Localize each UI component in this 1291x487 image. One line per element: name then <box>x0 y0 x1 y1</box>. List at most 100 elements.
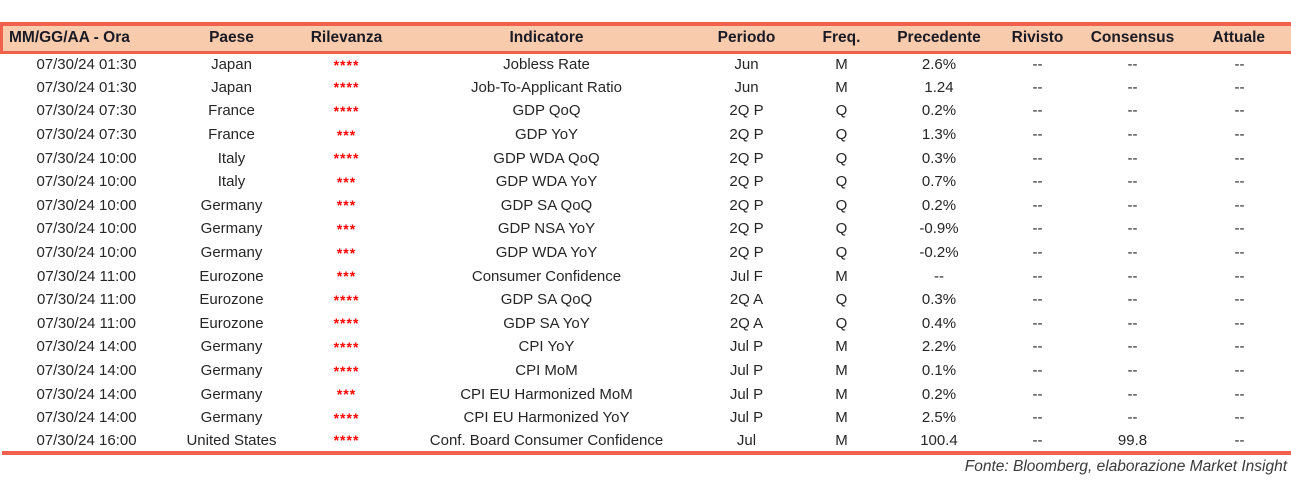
table-cell: -- <box>1127 385 1138 403</box>
table-cell: Germany <box>200 244 263 262</box>
table-cell: -- <box>1127 126 1138 144</box>
relevance-stars: *** <box>336 268 357 285</box>
relevance-stars: **** <box>333 362 360 379</box>
table-cell: -- <box>1032 291 1043 309</box>
column-header: Paese <box>171 22 292 54</box>
table-row: 07/30/24 14:00 Germany *** CPI EU Harmonize… <box>2 382 1291 406</box>
table-cell: -- <box>1234 409 1245 427</box>
column-header: Attuale <box>1186 22 1291 54</box>
table-cell: M <box>801 429 882 456</box>
table-cell: Q <box>835 314 848 332</box>
table-cell: 2Q P <box>729 220 764 238</box>
table-row: 07/30/24 14:00 Germany **** CPI YoY Jul P M 2.… <box>2 335 1291 359</box>
table-cell: GDP WDA QoQ <box>493 149 600 167</box>
table-row: 07/30/24 10:00 Germany *** GDP NSA YoY 2Q P Q… <box>2 217 1291 241</box>
table-cell: Jul P <box>729 409 764 427</box>
table-cell: -- <box>1234 196 1245 214</box>
table-cell: Jul P <box>729 385 764 403</box>
table-cell: -- <box>1032 102 1043 120</box>
table-cell: 0.3% <box>921 291 957 309</box>
table-cell: 07/30/24 14:00 <box>36 338 137 356</box>
table-cell: GDP WDA YoY <box>495 173 598 191</box>
table-cell: Germany <box>200 196 263 214</box>
table-cell: -- <box>1032 362 1043 380</box>
table-row: 07/30/24 14:00 Germany **** CPI EU Harmoniz… <box>2 406 1291 430</box>
table-cell: 07/30/24 01:30 <box>36 78 137 96</box>
table-cell: -- <box>1234 220 1245 238</box>
table-cell: 0.2% <box>921 102 957 120</box>
table-cell: Q <box>835 220 848 238</box>
table-cell: -- <box>1127 409 1138 427</box>
table-cell: 0.4% <box>921 314 957 332</box>
column-header: Rilevanza <box>291 22 402 54</box>
table-body: 07/30/24 01:30 Japan **** Jobless Rate Jun M 2… <box>1 52 1291 456</box>
table-cell: GDP WDA YoY <box>495 244 598 262</box>
table-cell: France <box>208 126 255 144</box>
table-cell: 2Q P <box>729 126 764 144</box>
relevance-stars: *** <box>336 386 357 403</box>
table-cell: -- <box>1032 314 1043 332</box>
table-cell: GDP YoY <box>514 126 579 144</box>
table-row: 07/30/24 10:00 Germany *** GDP SA QoQ 2Q P Q 0… <box>2 194 1291 218</box>
table-header-row: MM/GG/AA - Ora Paese Rilevanza Indicatore Pe… <box>0 22 1291 54</box>
table-cell: -- <box>1234 56 1245 74</box>
table-cell: -- <box>1032 385 1043 403</box>
table-cell: 07/30/24 10:00 <box>36 244 137 262</box>
table-cell: Job-To-Applicant Ratio <box>471 78 622 96</box>
table-cell: 07/30/24 11:00 <box>37 314 136 332</box>
table-cell: -- <box>1234 338 1245 356</box>
table-cell: 0.1% <box>921 362 957 380</box>
table-cell: -- <box>934 267 944 285</box>
table-cell: 0.3% <box>921 149 957 167</box>
table-cell: -- <box>1127 267 1138 285</box>
table-row: 07/30/24 01:30 Japan **** Job-To-Applicant … <box>2 76 1291 100</box>
table-cell: -- <box>1234 267 1245 285</box>
table-cell: Q <box>835 126 848 144</box>
table-cell: 2Q P <box>729 173 764 191</box>
table-cell: -- <box>1127 149 1138 167</box>
table-cell: M <box>835 385 848 403</box>
table-cell: Q <box>835 244 848 262</box>
table-cell: 2.2% <box>921 338 957 356</box>
table-cell: M <box>835 409 848 427</box>
table-cell: -- <box>1127 78 1138 96</box>
table-cell: GDP QoQ <box>512 102 581 120</box>
table-row: 07/30/24 07:30 France *** GDP YoY 2Q P Q 1.3% -… <box>2 123 1291 147</box>
table-cell: 07/30/24 07:30 <box>36 126 137 144</box>
table-cell: CPI YoY <box>518 338 575 356</box>
table-cell: -0.9% <box>919 220 959 238</box>
column-header: Indicatore <box>401 22 692 54</box>
table-cell: 07/30/24 14:00 <box>36 385 137 403</box>
table-cell: -- <box>1127 314 1138 332</box>
relevance-stars: **** <box>333 56 360 73</box>
table-cell: Japan <box>211 56 252 74</box>
table-cell: -- <box>1234 126 1245 144</box>
table-cell: Jul P <box>729 338 764 356</box>
table-cell: -- <box>1234 314 1245 332</box>
table-cell: -- <box>1032 220 1043 238</box>
table-cell: -- <box>1127 102 1138 120</box>
table-cell: 2Q P <box>729 149 764 167</box>
table-row: 07/30/24 10:00 Germany *** GDP WDA YoY 2Q P Q… <box>2 241 1291 265</box>
table-cell: -- <box>1127 244 1138 262</box>
column-header: Rivisto <box>996 22 1079 54</box>
table-cell: Consumer Confidence <box>471 267 622 285</box>
table-cell: M <box>835 56 848 74</box>
table-cell: -- <box>1234 385 1245 403</box>
table-cell: -- <box>1032 149 1043 167</box>
table-cell: -- <box>1234 102 1245 120</box>
table-cell: Conf. Board Consumer Confidence <box>401 429 692 456</box>
table-cell: -- <box>1234 78 1245 96</box>
table-cell: Q <box>835 102 848 120</box>
table-row: 07/30/24 07:30 France **** GDP QoQ 2Q P Q 0.2%… <box>2 99 1291 123</box>
relevance-stars: **** <box>333 338 360 355</box>
relevance-stars: *** <box>336 197 357 214</box>
table-cell: Jul P <box>729 362 764 380</box>
column-header: MM/GG/AA - Ora <box>0 22 172 54</box>
table-cell: 07/30/24 07:30 <box>36 102 137 120</box>
column-header: Freq. <box>801 22 882 54</box>
table-cell: GDP SA QoQ <box>500 196 593 214</box>
table-cell: 07/30/24 14:00 <box>36 362 137 380</box>
table-cell: Q <box>835 196 848 214</box>
